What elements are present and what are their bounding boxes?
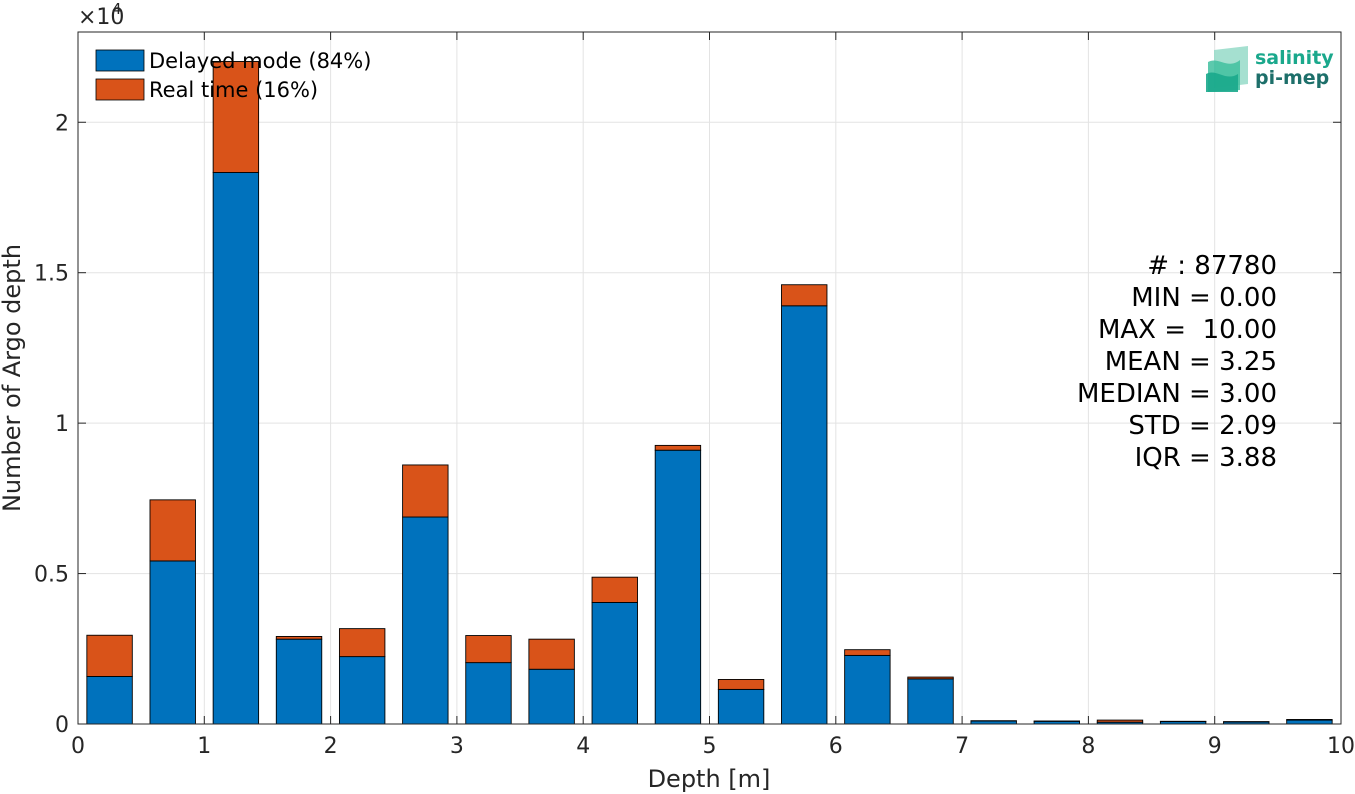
bar-real-time bbox=[591, 576, 638, 603]
stats-max: MAX = 10.00 bbox=[1098, 315, 1277, 345]
stats-std: STD = 2.09 bbox=[1128, 411, 1277, 441]
bar-real-time bbox=[717, 679, 765, 690]
bar-real-time bbox=[907, 676, 954, 680]
x-tick-label: 6 bbox=[829, 734, 843, 759]
y-axis-title: Number of Argo depth bbox=[0, 244, 26, 512]
bar-real-time bbox=[465, 635, 512, 664]
stats-count: # : 87780 bbox=[1147, 251, 1277, 281]
stats-annotation: # : 87780 MIN = 0.00 MAX = 10.00 MEAN = … bbox=[1077, 251, 1277, 473]
x-tick-label: 2 bbox=[324, 734, 338, 759]
bar-delayed-mode bbox=[275, 638, 323, 725]
y-exponent-power: 4 bbox=[112, 0, 122, 18]
y-tick-label: 0.5 bbox=[34, 563, 69, 588]
bar-real-time bbox=[212, 61, 260, 173]
x-tick-label: 8 bbox=[1081, 734, 1095, 759]
bar-real-time bbox=[338, 628, 386, 658]
y-exponent-label: ×10 bbox=[78, 5, 124, 30]
y-tick-label: 1 bbox=[55, 412, 69, 437]
logo-text-pimep: pi-mep bbox=[1255, 67, 1329, 89]
bar-delayed-mode bbox=[338, 656, 386, 725]
bar-delayed-mode bbox=[149, 560, 196, 725]
legend-label-delayed: Delayed mode (84%) bbox=[149, 49, 371, 73]
bar-real-time bbox=[844, 649, 891, 656]
bar-delayed-mode bbox=[1286, 719, 1333, 725]
x-axis-title: Depth [m] bbox=[648, 765, 771, 793]
stats-min: MIN = 0.00 bbox=[1131, 283, 1277, 313]
bar-real-time bbox=[1286, 719, 1333, 721]
bar-real-time bbox=[86, 634, 133, 677]
bar-delayed-mode bbox=[528, 668, 575, 725]
x-tick-label: 0 bbox=[71, 734, 85, 759]
bar-real-time bbox=[275, 635, 323, 640]
x-tick-label: 10 bbox=[1327, 734, 1355, 759]
bar-real-time bbox=[654, 444, 702, 451]
legend-swatch-realtime bbox=[95, 78, 145, 101]
bar-delayed-mode bbox=[654, 449, 702, 725]
bar-real-time bbox=[528, 638, 575, 670]
y-tick-label: 0 bbox=[55, 713, 69, 738]
axis-ticks: 0 1 2 3 4 5 6 7 8 9 10 0 0.5 1 1.5 2 bbox=[34, 32, 1355, 759]
x-tick-label: 7 bbox=[955, 734, 969, 759]
stats-mean: MEAN = 3.25 bbox=[1105, 347, 1277, 377]
legend: Delayed mode (84%) Real time (16%) bbox=[95, 49, 371, 102]
bar-delayed-mode bbox=[781, 305, 828, 725]
legend-swatch-delayed bbox=[95, 49, 145, 72]
bar-real-time bbox=[402, 464, 449, 518]
bar-real-time bbox=[781, 284, 828, 307]
bar-delayed-mode bbox=[907, 678, 954, 725]
bar-real-time bbox=[149, 499, 196, 562]
legend-label-realtime: Real time (16%) bbox=[149, 78, 318, 102]
x-tick-label: 5 bbox=[703, 734, 717, 759]
bar-delayed-mode bbox=[844, 654, 891, 725]
bar-delayed-mode bbox=[591, 601, 638, 725]
x-tick-label: 9 bbox=[1208, 734, 1222, 759]
bar-delayed-mode bbox=[86, 676, 133, 725]
y-tick-label: 2 bbox=[55, 111, 69, 136]
bars bbox=[86, 61, 1333, 725]
stats-iqr: IQR = 3.88 bbox=[1135, 443, 1277, 473]
bar-delayed-mode bbox=[212, 172, 260, 725]
bar-delayed-mode bbox=[402, 516, 449, 725]
logo-text-salinity: salinity bbox=[1255, 47, 1334, 69]
bar-real-time bbox=[1096, 719, 1144, 723]
bar-delayed-mode bbox=[717, 688, 765, 725]
x-tick-label: 1 bbox=[197, 734, 211, 759]
logo-waves-icon bbox=[1206, 46, 1248, 92]
stats-median: MEDIAN = 3.00 bbox=[1077, 379, 1277, 409]
x-tick-label: 3 bbox=[450, 734, 464, 759]
y-tick-label: 1.5 bbox=[34, 262, 69, 287]
x-tick-label: 4 bbox=[576, 734, 590, 759]
salinity-pimep-logo: salinity pi-mep bbox=[1206, 46, 1334, 92]
bar-delayed-mode bbox=[465, 662, 512, 725]
